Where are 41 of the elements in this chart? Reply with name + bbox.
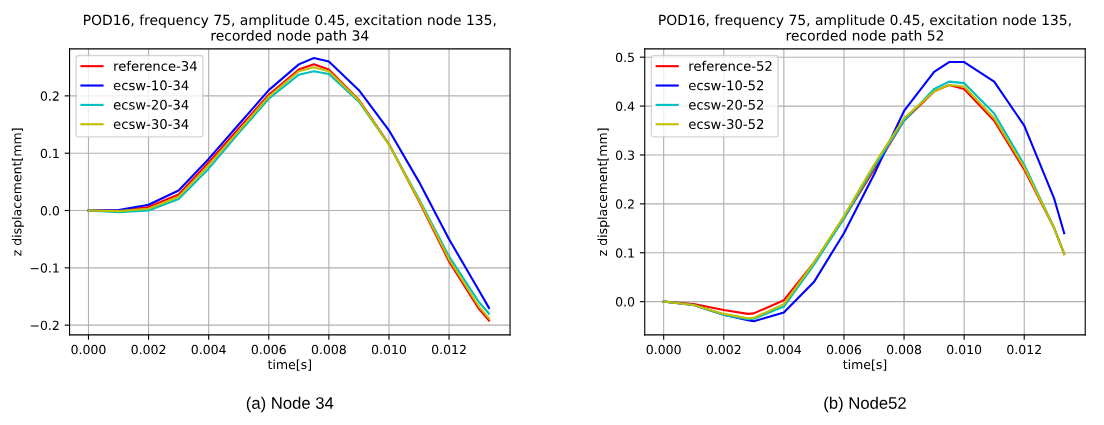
text: (b) Node52: [824, 396, 906, 413]
y-tick-label: −0.2: [30, 320, 59, 331]
legend-label: ecsw-30-52: [689, 119, 764, 130]
chart-title: POD16, frequency 75, amplitude 0.45, excitation node 135, recorded node path 52: [659, 14, 1071, 44]
x-axis-title: time[s]: [267, 359, 311, 371]
x-tick-label: 0.010: [371, 344, 407, 355]
x-tick-label: 0.012: [1007, 344, 1041, 355]
legend-label: ecsw-20-34: [113, 99, 189, 110]
y-tick-label: 0.2: [615, 199, 634, 209]
legend-label: ecsw-10-34: [113, 80, 189, 91]
legend-label: reference-52: [689, 60, 772, 71]
y-axis-title: z displacement[mm]: [11, 128, 24, 256]
y-tick-label: 0.4: [615, 101, 635, 112]
x-axis-title: time[s]: [843, 359, 887, 371]
y-tick-label: 0.3: [615, 150, 635, 160]
legend-label: ecsw-10-52: [689, 80, 764, 91]
y-tick-label: 0.1: [40, 148, 59, 159]
y-tick-label: 0.2: [40, 91, 59, 101]
y-tick-label: −0.1: [30, 263, 59, 273]
legend-label: reference-34: [114, 60, 197, 71]
x-tick-label: 0.004: [766, 344, 802, 355]
y-tick-label: 0.5: [615, 52, 634, 63]
text: (a) Node 34: [246, 396, 334, 413]
legend-label: ecsw-20-52: [689, 99, 764, 110]
x-tick-label: 0.000: [71, 344, 106, 355]
x-tick-label: 0.008: [311, 344, 346, 355]
chart-title: POD16, frequency 75, amplitude 0.45, excitation node 135, recorded node path 34: [84, 14, 496, 44]
x-tick-label: 0.008: [886, 344, 922, 355]
y-axis-title: z displacement[mm]: [597, 128, 610, 256]
x-tick-label: 0.006: [826, 344, 862, 355]
y-tick-label: 0.0: [40, 205, 59, 216]
x-tick-label: 0.012: [431, 344, 466, 355]
x-tick-label: 0.006: [251, 344, 286, 355]
y-tick-label: 0.1: [615, 248, 634, 258]
x-tick-label: 0.010: [947, 344, 982, 355]
x-tick-label: 0.004: [191, 344, 226, 355]
x-tick-label: 0.002: [131, 344, 166, 355]
y-tick-label: 0.0: [615, 297, 635, 307]
x-tick-label: 0.002: [706, 344, 741, 355]
legend-label: ecsw-30-34: [113, 119, 189, 130]
x-tick-label: 0.000: [646, 344, 681, 355]
